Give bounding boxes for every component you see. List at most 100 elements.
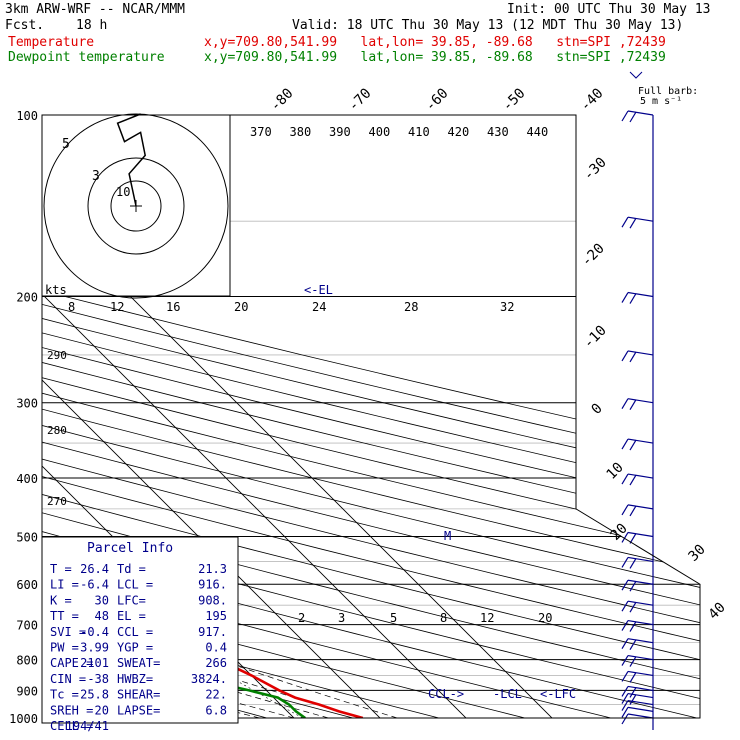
parcel-value2-4: 917. xyxy=(198,625,227,639)
parcel-value-3: 48 xyxy=(95,609,109,623)
parcel-key-10: CELL = xyxy=(50,719,93,733)
parcel-value-4: -0.4 xyxy=(80,625,109,639)
wind-barb-flag2-300 xyxy=(629,399,637,411)
hodograph-trace xyxy=(116,113,147,207)
wind-barb-900 xyxy=(627,685,654,692)
wind-barb-650 xyxy=(627,600,654,606)
el-marker: <-EL xyxy=(304,283,333,297)
dewpoint-curve xyxy=(42,115,306,718)
wind-barb-flag-300 xyxy=(621,398,629,410)
parcel-key2-5: YGP = xyxy=(117,641,153,655)
wind-barb-flag2-700 xyxy=(629,621,637,632)
mixing-ratio-top-16: 16 xyxy=(166,300,180,314)
wind-barb-600 xyxy=(627,579,654,585)
wind-barb-flag2-450 xyxy=(629,505,637,517)
mixing-ratio-bottom-8: 8 xyxy=(440,611,447,625)
wind-barb-850 xyxy=(627,670,654,677)
wind-barb-flag2-750 xyxy=(629,639,637,650)
parcel-value2-3: 195 xyxy=(205,609,227,623)
wind-barb-550 xyxy=(627,556,654,563)
parcel-key2-6: SWEAT= xyxy=(117,656,160,670)
theta-e-label-370: 370 xyxy=(250,125,272,139)
top-temp-label--60: -60 xyxy=(422,85,451,114)
mixing-ratio-bottom-5: 5 xyxy=(390,611,397,625)
dry-adiabat-410 xyxy=(42,115,700,718)
hodograph: 5 3 10 kts xyxy=(41,113,231,299)
dry-adiabat-320 xyxy=(42,115,577,718)
dry-adiabat-400 xyxy=(42,115,700,718)
dry-adiabat-450 xyxy=(42,115,700,718)
theta-e-label-410: 410 xyxy=(408,125,430,139)
mixing-ratio-top-20: 20 xyxy=(234,300,248,314)
dry-adiabat-500 xyxy=(42,115,700,718)
wind-barb-flag-925 xyxy=(621,693,629,704)
pressure-label-300: 300 xyxy=(16,397,38,411)
mixing-ratio-top-24: 24 xyxy=(312,300,326,314)
parcel-title: Parcel Info xyxy=(87,541,173,556)
pressure-label-700: 700 xyxy=(16,619,38,633)
wind-barb-flag-400 xyxy=(621,473,629,485)
wind-barb-400 xyxy=(627,473,654,479)
wind-barb-250 xyxy=(627,350,654,356)
pressure-label-400: 400 xyxy=(16,472,38,486)
parcel-key2-9: LAPSE= xyxy=(117,703,160,717)
right-temp-label-30: 30 xyxy=(686,542,709,565)
theta-e-left-label-280: 280 xyxy=(47,424,67,437)
wind-barb-350 xyxy=(627,438,654,444)
wind-barb-flag-150 xyxy=(621,216,629,228)
right-temp-label--10: -10 xyxy=(581,323,610,352)
wind-barb-flag2-400 xyxy=(629,474,637,486)
legend-temperature-info: x,y=709.80,541.99 lat,lon= 39.85, -89.68… xyxy=(204,35,666,50)
wind-barb-flag-100 xyxy=(621,110,629,122)
wind-barb-flag-750 xyxy=(621,638,629,649)
parcel-key2-7: HWBZ= xyxy=(117,672,153,686)
mixing-ratio-bottom-12: 12 xyxy=(480,611,494,625)
wind-barb-flag2-100 xyxy=(629,111,637,123)
wind-barb-flag-700 xyxy=(621,620,629,631)
parcel-value2-0: 21.3 xyxy=(198,562,227,576)
pressure-label-900: 900 xyxy=(16,684,38,698)
theta-e-label-380: 380 xyxy=(290,125,312,139)
dry-adiabat-480 xyxy=(42,115,700,718)
right-temp-label--20: -20 xyxy=(579,241,608,270)
right-temp-label-40: 40 xyxy=(706,600,729,623)
mixing-ratio-top-8: 8 xyxy=(68,300,75,314)
temperature-curve xyxy=(42,115,364,718)
wind-barb-flag2-925 xyxy=(629,694,637,705)
mixing-ratio-bottom-3: 3 xyxy=(338,611,345,625)
isotherm-30 xyxy=(42,115,394,718)
wind-barb-flag-800 xyxy=(621,655,629,666)
parcel-panel-box xyxy=(41,536,239,724)
mixing-ratio-bottom-2: 2 xyxy=(298,611,305,625)
theta-e-label-390: 390 xyxy=(329,125,351,139)
parcel-key-3: TT = xyxy=(50,609,79,623)
dry-adiabat-390 xyxy=(42,115,700,718)
sounding-curves xyxy=(42,115,364,718)
wind-barb-700 xyxy=(627,620,654,626)
forecast-label: Fcst. xyxy=(5,18,45,33)
dry-adiabat-360 xyxy=(42,115,700,718)
parcel-value-5: 3.99 xyxy=(80,641,109,655)
parcel-value2-2: 908. xyxy=(198,593,227,607)
barb-key-line1: Full barb: xyxy=(638,86,698,97)
parcel-value-6: 2101 xyxy=(80,656,109,670)
wind-barb-flag-600 xyxy=(621,579,629,591)
parcel-key-2: K = xyxy=(50,593,72,607)
wind-barb-flag-900 xyxy=(621,686,629,697)
parcel-key-1: LI = xyxy=(50,578,79,592)
wind-barb-flag2-250 xyxy=(629,351,637,363)
lfc-marker: <-LFC xyxy=(540,687,576,701)
parcel-value-0: 26.4 xyxy=(80,562,109,576)
theta-e-label-430: 430 xyxy=(487,125,509,139)
parcel-key2-3: EL = xyxy=(117,609,146,623)
moist-adiabat-32 xyxy=(42,296,398,718)
hodograph-ring-label-3: 3 xyxy=(92,169,100,184)
dry-adiabat-470 xyxy=(42,115,700,718)
wind-barb-flag2-650 xyxy=(629,601,637,613)
isotherm--10 xyxy=(42,115,50,718)
wind-barb-flag2-200 xyxy=(629,293,637,304)
valid-time: Valid: 18 UTC Thu 30 May 13 (12 MDT Thu … xyxy=(292,18,684,33)
wind-barb-flag-950 xyxy=(621,700,629,711)
theta-e-label-440: 440 xyxy=(527,125,549,139)
